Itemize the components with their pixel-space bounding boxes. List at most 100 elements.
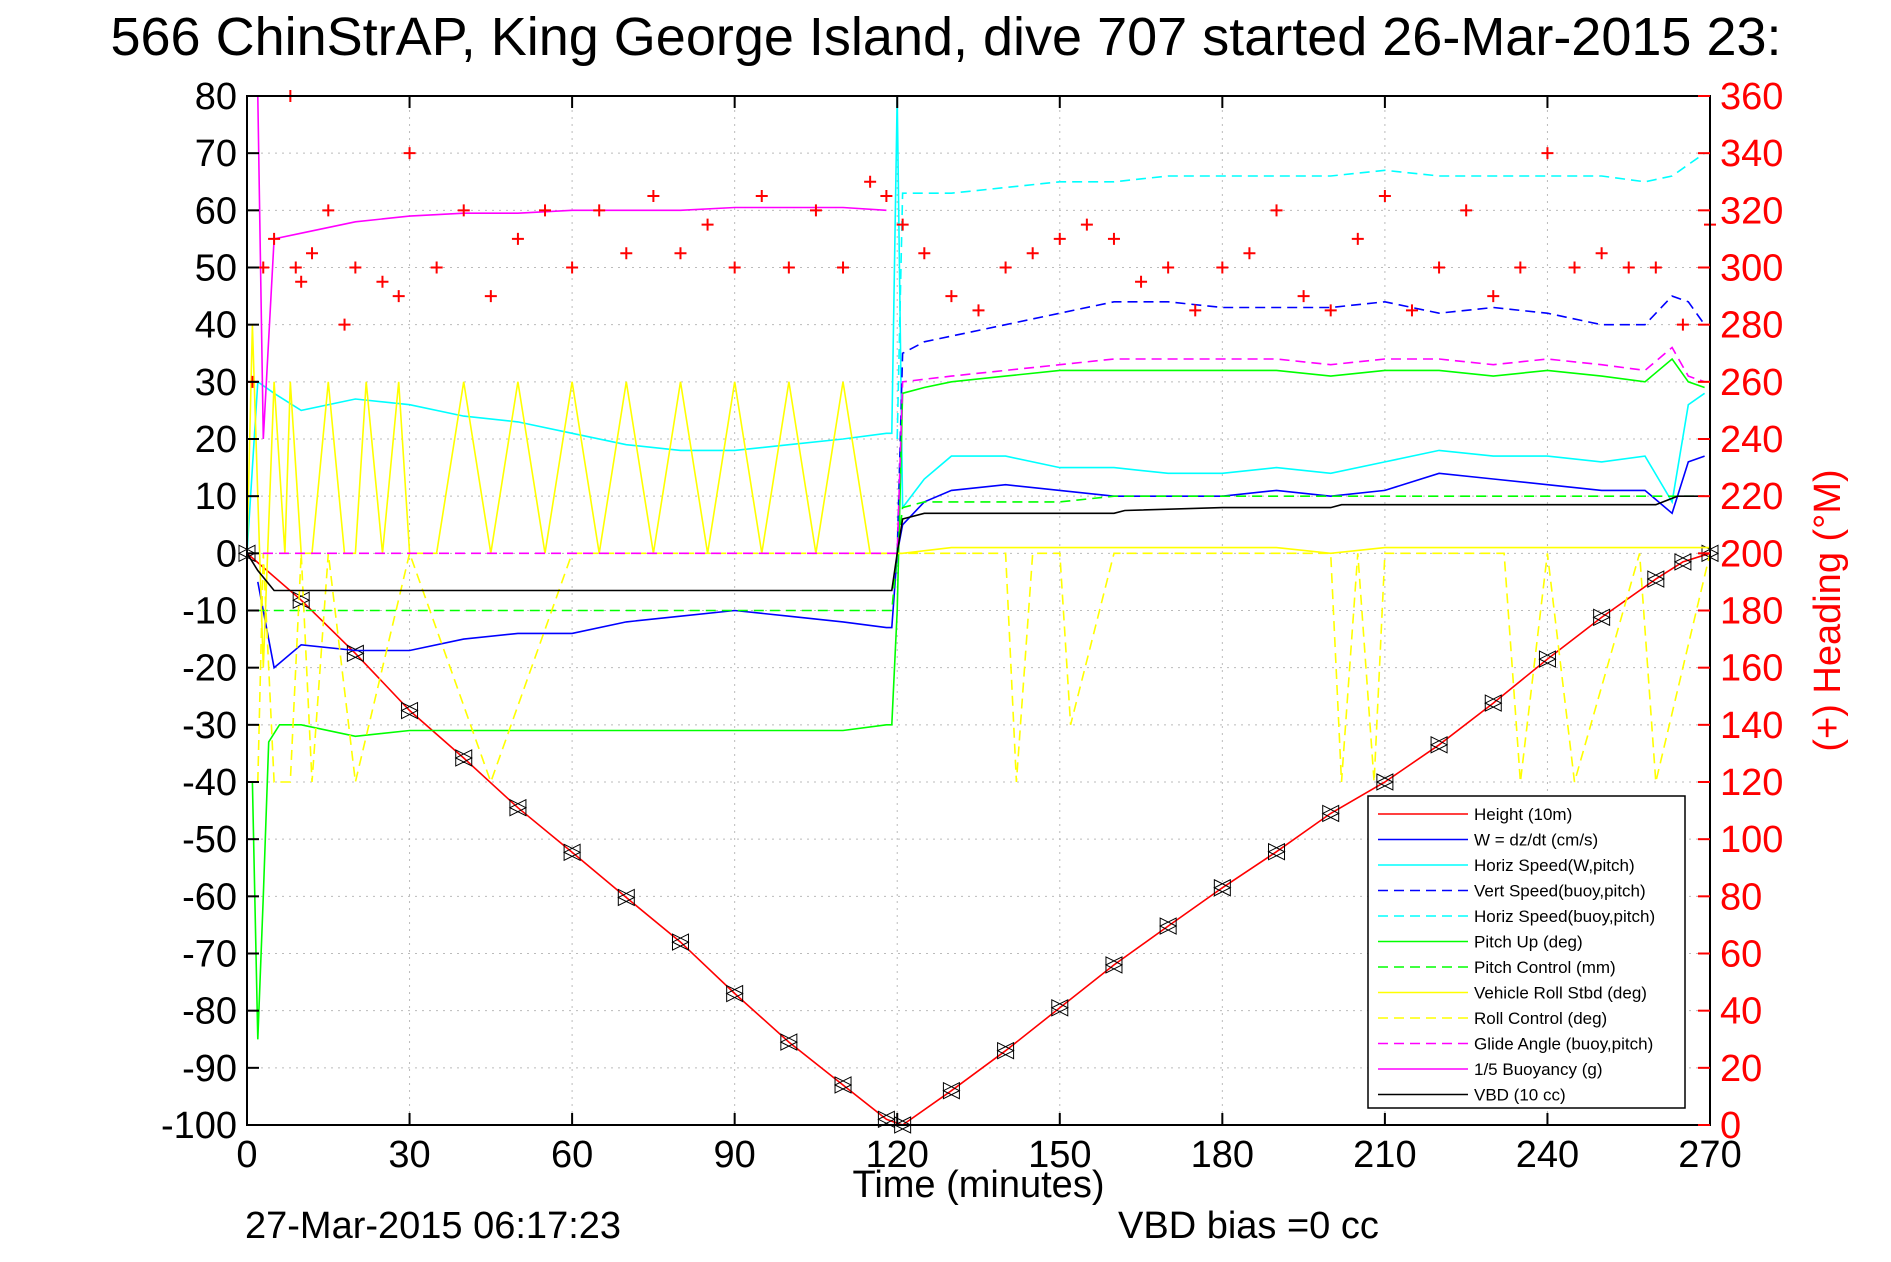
y-tick-label: 60 xyxy=(195,190,237,232)
series-0-line xyxy=(246,552,1711,1126)
y-tick-label: -70 xyxy=(182,934,237,976)
series-4-line xyxy=(896,152,1706,440)
series-0-point xyxy=(1484,694,1503,712)
series-12-point xyxy=(782,261,795,274)
x-tick-label: 30 xyxy=(388,1134,430,1176)
series-12-point xyxy=(338,318,351,331)
series-12-point xyxy=(896,218,909,231)
series-layer xyxy=(237,90,1720,1134)
x-axis-ticks: 0 30 60 90 120 150 180 210 240 270 xyxy=(236,96,1742,1176)
series-0-point xyxy=(292,591,311,610)
series-12-point xyxy=(1107,232,1120,245)
series-12-point xyxy=(484,290,497,303)
series-0-point xyxy=(833,1076,853,1094)
series-12-point xyxy=(539,204,552,217)
series-0-point xyxy=(942,1081,961,1100)
series-12-point xyxy=(1649,261,1662,274)
right-tick-label: 300 xyxy=(1720,248,1783,290)
series-12-point xyxy=(457,204,470,217)
footer-timestamp: 27-Mar-2015 06:17:23 xyxy=(245,1205,621,1247)
right-tick-label: 40 xyxy=(1720,991,1762,1033)
series-12-point xyxy=(430,261,443,274)
chart-title: 566 ChinStrAP, King George Island, dive … xyxy=(110,7,1781,67)
x-tick-label: 60 xyxy=(551,1134,593,1176)
series-12-point xyxy=(837,261,850,274)
series-0-point xyxy=(1646,570,1665,588)
series-12-point xyxy=(1676,318,1689,331)
y-tick-label: -20 xyxy=(182,648,237,690)
y-tick-label: 10 xyxy=(195,476,237,518)
right-tick-label: 240 xyxy=(1720,419,1783,461)
series-1-line xyxy=(257,455,1705,670)
y-tick-label: 70 xyxy=(195,133,237,175)
right-tick-label: 280 xyxy=(1720,305,1783,347)
series-0-point xyxy=(1050,998,1069,1017)
series-3-line xyxy=(896,295,1706,554)
series-10-line xyxy=(257,95,887,440)
series-12-point xyxy=(289,261,302,274)
right-tick-label: 340 xyxy=(1720,133,1783,175)
series-12-point xyxy=(1135,275,1148,288)
legend-box xyxy=(1367,795,1686,1109)
series-12-point xyxy=(257,261,270,274)
series-12-point xyxy=(755,190,768,203)
footer-vbd-bias: VBD bias =0 cc xyxy=(1118,1205,1379,1247)
right-tick-label: 160 xyxy=(1720,648,1783,690)
y-tick-label: -80 xyxy=(182,991,237,1033)
right-tick-label: 140 xyxy=(1720,705,1783,747)
series-0-point xyxy=(779,1033,798,1051)
series-12-point xyxy=(1297,290,1310,303)
series-12-point xyxy=(306,247,319,260)
legend-entry: Horiz Speed(buoy,pitch) xyxy=(1474,907,1655,926)
x-tick-label: 270 xyxy=(1678,1134,1741,1176)
right-tick-label: 320 xyxy=(1720,190,1783,232)
series-0-point xyxy=(508,798,528,817)
series-0-point xyxy=(1673,553,1693,571)
series-12-point xyxy=(1053,232,1066,245)
series-12-point xyxy=(268,232,281,245)
series-12-point xyxy=(376,275,389,288)
series-12-point xyxy=(566,261,579,274)
series-12-point xyxy=(593,204,606,217)
series-12-point xyxy=(1216,261,1229,274)
series-0-point xyxy=(617,888,636,907)
right-tick-label: 360 xyxy=(1720,76,1783,118)
series-12-point xyxy=(1460,204,1473,217)
series-12-point xyxy=(1568,261,1581,274)
series-0-point xyxy=(400,701,419,720)
series-12-point xyxy=(1189,304,1202,317)
series-0-point xyxy=(346,644,365,663)
x-tick-label: 150 xyxy=(1028,1134,1091,1176)
series-0-point xyxy=(671,933,690,951)
series-12-point xyxy=(647,190,660,203)
series-8-line xyxy=(257,550,1711,785)
y-tick-label: -90 xyxy=(182,1048,237,1090)
series-0-point xyxy=(1159,917,1178,935)
series-0-point xyxy=(725,984,744,1003)
right-tick-label: 180 xyxy=(1720,591,1783,633)
series-12-point xyxy=(1487,290,1500,303)
legend: Height (10m) W = dz/dt (cm/s) Horiz Speed(… xyxy=(1367,795,1686,1109)
legend-entry: Vert Speed(buoy,pitch) xyxy=(1474,882,1646,901)
series-0-point xyxy=(1375,773,1395,791)
x-axis-label: Time (minutes) xyxy=(853,1164,1105,1206)
series-6-line xyxy=(257,495,1705,612)
series-0-point xyxy=(1104,956,1124,974)
series-7-line xyxy=(246,324,1710,668)
series-12-point xyxy=(1378,190,1391,203)
right-tick-label: 260 xyxy=(1720,362,1783,404)
y-tick-label: -40 xyxy=(182,762,237,804)
right-tick-label: 120 xyxy=(1720,762,1783,804)
series-12-point xyxy=(1595,247,1608,260)
series-12-point xyxy=(1351,232,1364,245)
series-0-point xyxy=(996,1041,1015,1060)
series-12-point xyxy=(728,261,741,274)
y-axis-ticks: 80 70 60 50 40 30 20 10 0 -10 -20 -30 -40 -50 -60 -70 -8… xyxy=(161,76,259,1147)
series-12-point xyxy=(999,261,1012,274)
right-tick-label: 220 xyxy=(1720,476,1783,518)
series-0-point xyxy=(1267,842,1286,861)
x-tick-label: 180 xyxy=(1191,1134,1254,1176)
series-12-point xyxy=(620,247,633,260)
x-tick-label: 240 xyxy=(1516,1134,1579,1176)
